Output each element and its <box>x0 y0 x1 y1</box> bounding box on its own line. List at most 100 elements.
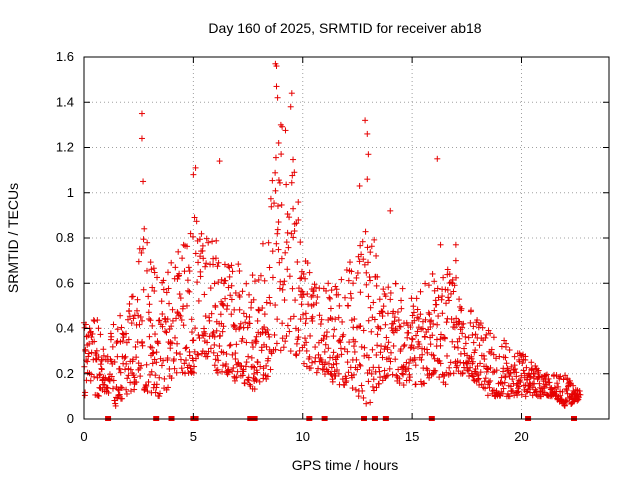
data-point <box>214 352 221 359</box>
data-point <box>453 315 460 322</box>
data-point <box>301 335 308 342</box>
data-point <box>144 267 151 274</box>
data-point <box>81 392 88 399</box>
data-point <box>154 274 161 281</box>
data-point <box>325 345 332 352</box>
data-point <box>154 339 161 346</box>
data-point <box>430 352 437 359</box>
data-point <box>273 340 280 347</box>
data-point <box>530 375 537 382</box>
data-point <box>375 364 382 371</box>
data-point <box>356 258 363 265</box>
data-point <box>450 288 457 295</box>
data-point <box>279 335 286 342</box>
data-point <box>344 348 351 355</box>
data-point <box>275 246 282 253</box>
data-point <box>243 339 250 346</box>
data-point <box>499 380 506 387</box>
data-point <box>282 338 289 345</box>
data-point <box>414 328 421 335</box>
data-point <box>285 244 292 251</box>
data-point <box>160 286 167 293</box>
data-point <box>441 335 448 342</box>
data-point <box>185 264 192 271</box>
data-point <box>554 380 561 387</box>
data-point <box>256 307 263 314</box>
data-point <box>357 242 364 249</box>
data-point <box>228 311 235 318</box>
data-point <box>408 342 415 349</box>
data-point <box>119 338 126 345</box>
data-point <box>177 351 184 358</box>
data-point <box>387 289 394 296</box>
data-point <box>192 355 199 362</box>
data-point <box>235 261 242 268</box>
data-point <box>380 303 387 310</box>
data-point <box>108 373 115 380</box>
data-point <box>338 351 345 358</box>
data-point <box>273 63 280 70</box>
data-point <box>429 332 436 339</box>
data-point <box>441 372 448 379</box>
data-point <box>275 219 282 226</box>
data-point <box>217 332 224 339</box>
data-point <box>478 381 485 388</box>
data-point <box>94 317 101 324</box>
data-point <box>114 338 121 345</box>
data-point <box>281 278 288 285</box>
data-point <box>261 324 268 331</box>
data-point <box>108 333 115 340</box>
data-point <box>379 309 386 316</box>
data-point <box>391 314 398 321</box>
data-point <box>307 332 314 339</box>
data-point <box>88 349 95 356</box>
data-point <box>122 366 129 373</box>
data-point <box>392 280 399 287</box>
data-point <box>385 355 392 362</box>
data-point <box>149 350 156 357</box>
data-point <box>366 274 373 281</box>
x-tick-label: 20 <box>514 429 528 444</box>
data-point <box>141 225 148 232</box>
data-point <box>373 282 380 289</box>
data-point <box>500 368 507 375</box>
data-point <box>272 187 279 194</box>
data-point <box>397 346 404 353</box>
data-point <box>542 372 549 379</box>
data-point <box>138 135 145 142</box>
data-point <box>419 351 426 358</box>
data-point <box>203 235 210 242</box>
data-point <box>197 273 204 280</box>
data-point <box>339 376 346 383</box>
data-point <box>143 382 150 389</box>
data-point <box>442 381 449 388</box>
data-point <box>515 388 522 395</box>
data-point <box>138 362 145 369</box>
data-point <box>284 229 291 236</box>
data-point <box>476 381 483 388</box>
data-point <box>277 347 284 354</box>
data-point <box>266 264 273 271</box>
data-point <box>555 383 562 390</box>
data-point <box>280 281 287 288</box>
data-point <box>328 371 335 378</box>
data-point <box>256 378 263 385</box>
data-point <box>158 362 165 369</box>
y-axis-label: SRMTID / TECUs <box>5 183 21 293</box>
data-point <box>300 271 307 278</box>
x-tick-label: 0 <box>80 429 87 444</box>
data-points <box>80 60 584 409</box>
y-tick-label: 0.6 <box>56 275 74 290</box>
data-point <box>149 284 156 291</box>
data-point <box>303 315 310 322</box>
data-point <box>496 353 503 360</box>
data-point <box>239 335 246 342</box>
x-axis-label: GPS time / hours <box>292 457 399 473</box>
data-point <box>153 384 160 391</box>
data-point <box>277 121 284 128</box>
data-point <box>204 339 211 346</box>
data-point <box>397 323 404 330</box>
data-point <box>160 357 167 364</box>
data-point <box>293 340 300 347</box>
data-point <box>151 287 158 294</box>
